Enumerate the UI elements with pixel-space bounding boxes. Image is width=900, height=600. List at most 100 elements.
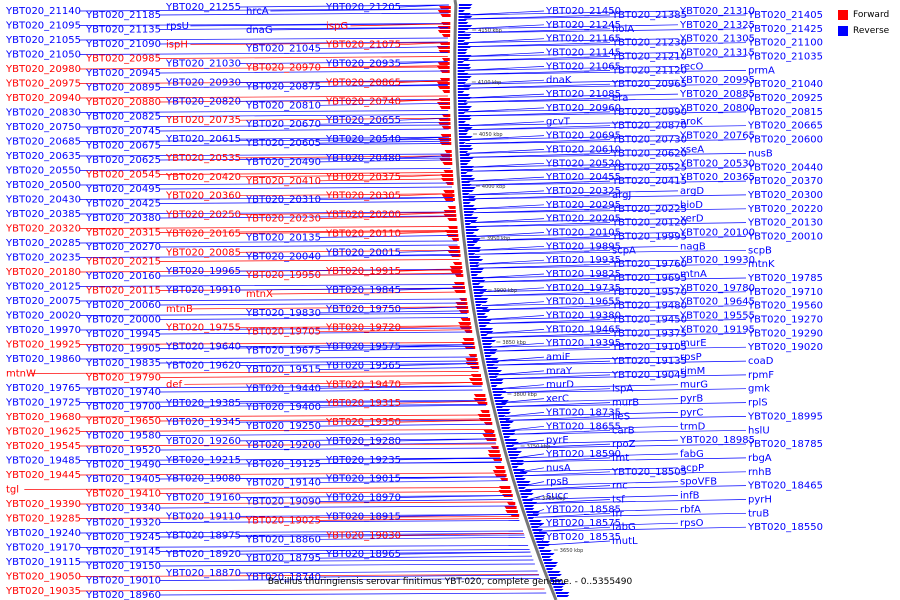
label-leader-line [512,439,545,445]
gene-label: YBT020_21075 [325,40,401,51]
label-leader-line [319,442,496,446]
label-leader-line [474,249,747,255]
gene-label: YBT020_19570 [611,287,687,298]
label-leader-line [184,381,481,385]
gene-label: YBT020_20550 [5,166,81,177]
label-leader-line [319,46,448,50]
label-leader-line [517,457,747,463]
gene-label: YBT020_19965 [165,266,241,277]
label-leader-line [532,508,679,514]
gene-label: YBT020_20745 [85,126,161,137]
gene-label: YBT020_20820 [165,96,241,107]
label-leader-line [464,121,545,127]
gene-label: hrcA [246,6,269,17]
gene-label: YBT020_19315 [325,398,401,409]
gene-label: ispH [166,40,188,51]
gene-label: YBT020_21030 [165,59,241,70]
gene-label: YBT020_19490 [85,460,161,471]
gene-label: YBT020_20060 [85,300,161,311]
gene-label: YBT020_19700 [85,402,161,413]
gene-label: YBT020_19845 [325,285,401,296]
gene-label: YBT020_19825 [545,269,621,280]
gene-label: YBT020_19625 [5,427,81,438]
label-leader-line [159,143,450,146]
label-leader-line [517,457,611,463]
gene-label: YBT020_20430 [5,195,81,206]
label-leader-line [466,166,747,172]
label-leader-line [79,574,539,577]
label-leader-line [239,419,490,423]
label-leader-line [239,344,473,347]
label-leader-line [159,201,454,204]
gene-label: YBT020_20980 [5,64,81,75]
gene-label: YBT020_20610 [545,144,621,155]
label-leader-line [463,70,747,75]
label-leader-line [470,208,747,214]
gene-label: YBT020_21145 [545,48,621,59]
label-leader-line [537,522,679,528]
label-leader-line [319,423,491,427]
gene-label: YBT020_19110 [165,511,241,522]
gene-label: nusA [546,463,571,474]
gene-label: YBT020_20925 [747,93,823,104]
gene-label: YBT020_20085 [165,247,241,258]
label-leader-line [159,114,449,117]
gene-label: YBT020_19260 [165,436,241,447]
label-leader-line [542,536,545,542]
label-leader-line [79,37,449,41]
label-leader-line [239,136,450,140]
legend-forward-label: Forward [853,9,890,20]
label-leader-line [519,467,679,473]
label-leader-line [472,236,747,241]
gene-label: YBT020_18985 [679,435,755,446]
gene-label: YBT020_19090 [245,497,321,508]
label-leader-line [79,255,459,258]
gene-label: YBT020_20965 [611,79,687,90]
gene-label: YBT020_19140 [245,478,321,489]
label-leader-line [79,66,448,70]
label-leader-line [159,186,453,190]
label-leader-line [463,66,679,71]
gene-label: YBT020_20675 [85,141,161,152]
gene-label: YBT020_19905 [85,344,161,355]
gene-label: YBT020_19705 [245,327,321,338]
gene-label: YBT020_20490 [245,157,321,168]
label-leader-line [463,56,747,61]
label-leader-line [79,110,449,113]
gene-label: YBT020_20100 [679,228,755,239]
label-leader-line [467,180,747,186]
gene-label: amiF [546,352,571,363]
gene-label: rpsP [680,352,702,363]
label-leader-line [239,438,495,442]
gene-label: YBT020_19145 [85,547,161,558]
gene-label: YBT020_19915 [325,266,401,277]
gene-label: YBT020_21050 [5,50,81,61]
gene-label: YBT020_18585 [545,504,621,515]
gene-label: YBT020_19385 [165,398,241,409]
label-leader-line [79,443,497,447]
label-leader-line [468,190,679,196]
gene-label: YBT020_19340 [85,503,161,514]
gene-label: YBT020_19515 [245,365,321,376]
label-leader-line [239,514,518,517]
label-leader-line [239,61,448,64]
gene-label: YBT020_19050 [5,572,81,583]
gene-label: YBT020_21325 [679,20,755,31]
gene-label: YBT020_19170 [5,543,81,554]
gene-label: YBT020_19910 [165,285,241,296]
label-leader-line [524,481,679,486]
gene-label: YBT020_20380 [85,213,161,224]
label-leader-line [239,117,449,121]
label-leader-line [471,218,679,223]
label-leader-line [399,287,464,291]
gene-label: YBT020_18785 [747,439,823,450]
gene-label: YBT020_18535 [545,532,621,543]
gene-label: fabG [612,522,636,533]
gene-label: acpP [680,463,704,474]
genome-backbone [453,0,558,600]
gene-label: YBT020_19105 [611,342,687,353]
label-leader-line [463,42,747,48]
gene-label: YBT020_20990 [611,107,687,118]
label-leader-line [465,149,679,154]
gene-label: YBT020_21140 [5,6,81,17]
